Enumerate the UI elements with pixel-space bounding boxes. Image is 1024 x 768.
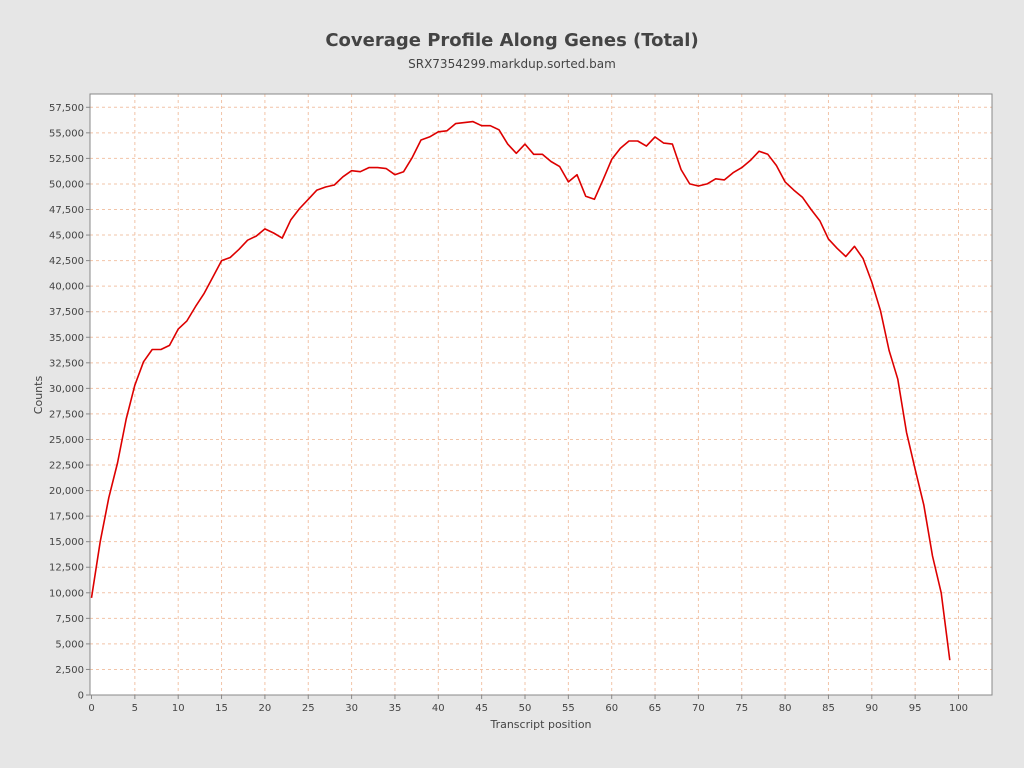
y-tick-label: 10,000: [49, 588, 84, 599]
coverage-line: [90, 120, 951, 661]
y-axis-label: Counts: [32, 376, 45, 415]
chart-subtitle: SRX7354299.markdup.sorted.bam: [408, 57, 616, 71]
x-tick-label: 15: [215, 703, 228, 714]
series-layer: [90, 120, 951, 661]
y-tick-label: 47,500: [49, 205, 84, 216]
x-tick-label: 10: [172, 703, 185, 714]
x-tick-label: 65: [649, 703, 662, 714]
y-tick-label: 5,000: [55, 639, 84, 650]
y-tick-label: 55,000: [49, 128, 84, 139]
grid: [90, 94, 992, 695]
plot-border: [89, 93, 993, 696]
x-tick-label: 60: [605, 703, 618, 714]
y-tick-label: 52,500: [49, 154, 84, 165]
y-tick-label: 0: [78, 691, 84, 702]
x-axis-label: Transcript position: [489, 718, 591, 731]
x-tick-label: 95: [909, 703, 922, 714]
x-tick-label: 25: [302, 703, 315, 714]
x-tick-label: 50: [519, 703, 532, 714]
y-tick-label: 17,500: [49, 512, 84, 523]
y-tick-label: 30,000: [49, 384, 84, 395]
y-tick-label: 35,000: [49, 333, 84, 344]
x-tick-label: 30: [345, 703, 358, 714]
y-tick-label: 15,000: [49, 537, 84, 548]
x-tick-label: 35: [389, 703, 402, 714]
x-tick-label: 55: [562, 703, 575, 714]
y-tick-label: 2,500: [55, 665, 84, 676]
y-tick-label: 42,500: [49, 256, 84, 267]
plot-area: [90, 94, 992, 695]
y-tick-label: 27,500: [49, 409, 84, 420]
x-tick-label: 100: [949, 703, 968, 714]
y-tick-label: 7,500: [55, 614, 84, 625]
x-tick-label: 45: [475, 703, 488, 714]
x-tick-label: 5: [132, 703, 138, 714]
x-tick-label: 75: [735, 703, 748, 714]
y-tick-label: 37,500: [49, 307, 84, 318]
y-tick-label: 50,000: [49, 179, 84, 190]
y-tick-label: 40,000: [49, 282, 84, 293]
x-tick-label: 85: [822, 703, 835, 714]
axes: 0 2,500 5,000 7,500 10,000 12,500 15,000 17,500…: [49, 103, 968, 714]
y-tick-label: 12,500: [49, 563, 84, 574]
x-tick-label: 0: [88, 703, 94, 714]
y-tick-label: 45,000: [49, 231, 84, 242]
chart-title: Coverage Profile Along Genes (Total): [325, 30, 699, 51]
y-tick-label: 25,000: [49, 435, 84, 446]
x-tick-label: 70: [692, 703, 705, 714]
y-tick-label: 32,500: [49, 358, 84, 369]
x-tick-label: 80: [779, 703, 792, 714]
x-tick-label: 20: [259, 703, 272, 714]
y-tick-label: 57,500: [49, 103, 84, 114]
x-tick-label: 90: [865, 703, 878, 714]
y-tick-label: 22,500: [49, 461, 84, 472]
x-tick-label: 40: [432, 703, 445, 714]
y-tick-label: 20,000: [49, 486, 84, 497]
